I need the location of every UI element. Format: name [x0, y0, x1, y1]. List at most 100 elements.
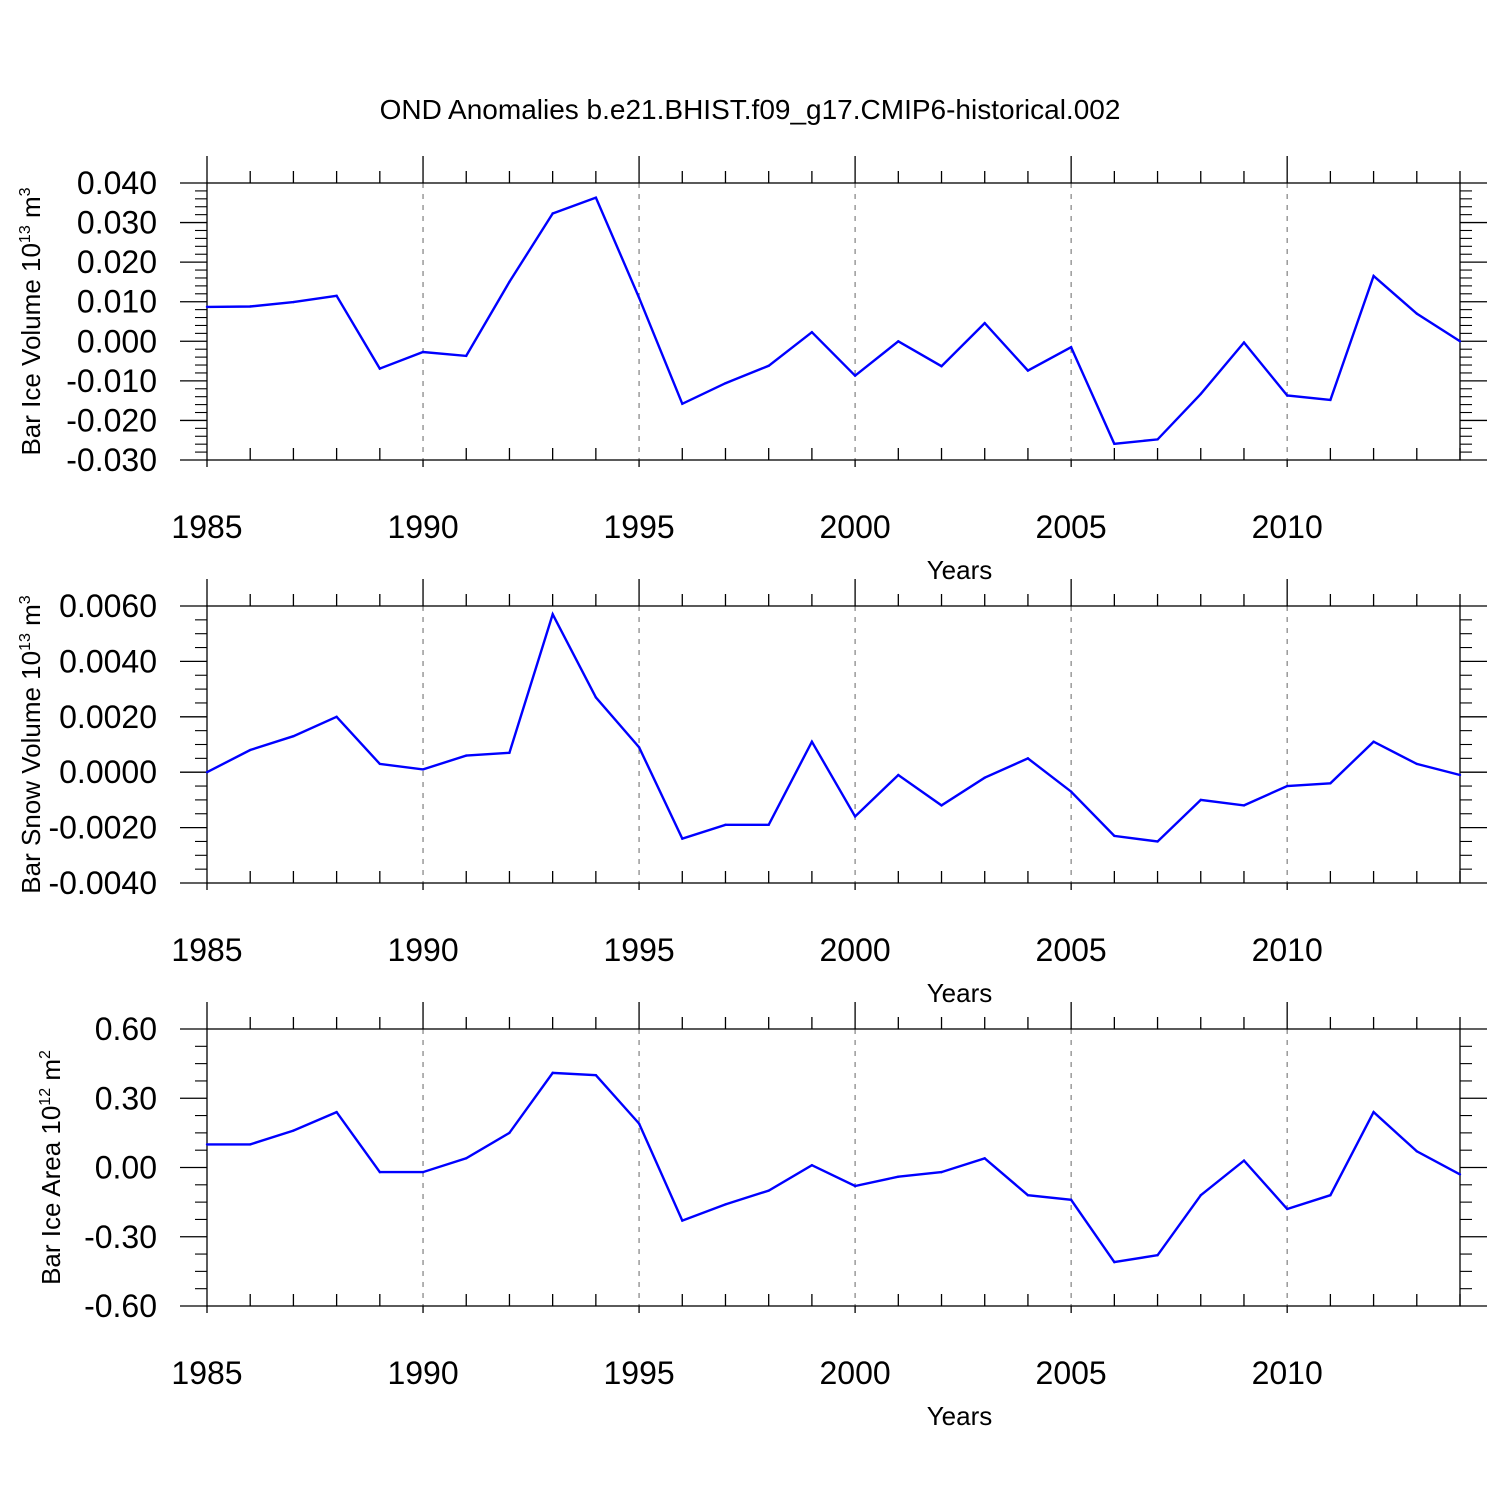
- data-point: [1372, 274, 1375, 278]
- data-point: [724, 823, 727, 827]
- data-point: [1113, 834, 1116, 838]
- data-point: [1113, 442, 1116, 445]
- y-axis-label-superscript: 3: [17, 595, 34, 604]
- data-point: [810, 740, 814, 743]
- data-point: [1242, 341, 1246, 344]
- data-point: [637, 746, 641, 749]
- y-tick-label: 0.30: [95, 1080, 157, 1116]
- data-point: [897, 340, 900, 343]
- x-axis-label: Years: [927, 1401, 993, 1431]
- data-point: [1069, 790, 1073, 793]
- data-point: [1458, 1173, 1462, 1176]
- data-point: [1415, 1150, 1418, 1153]
- y-tick-label: 0.0060: [59, 588, 157, 624]
- data-point: [767, 823, 770, 827]
- series-line: [206, 611, 1461, 843]
- x-tick-label: 1990: [387, 932, 458, 968]
- data-point: [637, 1122, 641, 1125]
- y-tick-label: 0.040: [77, 165, 157, 201]
- data-point: [1156, 1254, 1159, 1257]
- x-tick-label: 2000: [820, 932, 891, 968]
- y-tick-label: 0.030: [77, 205, 157, 241]
- y-tick-label: -0.020: [66, 402, 157, 438]
- y-tick-label: -0.30: [84, 1219, 157, 1255]
- data-point: [1458, 773, 1462, 777]
- y-axis-label: Bar Ice Volume 1013 m3: [16, 187, 46, 455]
- data-point: [1329, 398, 1332, 402]
- x-tick-label: 1995: [603, 1355, 674, 1391]
- y-tick-label: 0.000: [77, 323, 157, 359]
- y-axis-label-text: Bar Snow Volume 10: [16, 651, 46, 894]
- data-point: [1285, 1207, 1289, 1211]
- data-point: [1285, 394, 1289, 397]
- data-point: [1372, 740, 1375, 743]
- data-point: [205, 305, 209, 309]
- data-point: [508, 751, 511, 755]
- data-point: [249, 1143, 252, 1146]
- data-point: [897, 773, 900, 777]
- data-point: [1329, 1194, 1332, 1197]
- data-point: [940, 1170, 943, 1174]
- data-point: [205, 1143, 209, 1146]
- x-tick-label: 1985: [171, 932, 242, 968]
- data-point: [292, 734, 295, 738]
- y-tick-label: 0.00: [95, 1150, 157, 1186]
- data-point: [637, 296, 641, 299]
- data-point: [681, 837, 684, 840]
- data-point: [421, 350, 425, 354]
- data-point: [983, 1157, 986, 1160]
- data-point: [810, 1163, 814, 1167]
- y-tick-label: 0.0000: [59, 754, 157, 790]
- y-axis-label-superscript: 3: [17, 187, 34, 196]
- data-point: [1113, 1260, 1116, 1264]
- data-point: [1415, 312, 1418, 315]
- y-axis-label-superscript: 13: [17, 225, 34, 243]
- plot-frame: [206, 182, 1461, 461]
- figure-title: OND Anomalies b.e21.BHIST.f09_g17.CMIP6-…: [380, 94, 1121, 125]
- data-point: [551, 212, 554, 215]
- y-axis-label-text: Bar Ice Volume 10: [16, 243, 46, 455]
- y-axis-label-text: Bar Ice Area 10: [36, 1106, 66, 1285]
- data-point: [1156, 438, 1159, 441]
- x-tick-label: 2005: [1036, 932, 1107, 968]
- data-point: [335, 715, 338, 718]
- data-point: [292, 1129, 295, 1132]
- data-point: [983, 321, 986, 325]
- data-point: [1329, 782, 1332, 785]
- data-point: [1026, 757, 1030, 760]
- x-tick-label: 1990: [387, 509, 458, 545]
- x-tick-label: 2010: [1252, 1355, 1323, 1391]
- y-tick-label: 0.0020: [59, 699, 157, 735]
- data-point: [724, 382, 727, 385]
- series-line: [207, 1071, 1461, 1264]
- data-point: [378, 367, 382, 370]
- data-point: [1156, 840, 1159, 843]
- data-point: [1199, 798, 1202, 802]
- y-tick-label: 0.60: [95, 1011, 157, 1047]
- x-tick-label: 2000: [820, 509, 891, 545]
- x-axis-label: Years: [927, 978, 993, 1008]
- data-point: [724, 1203, 727, 1206]
- chart-panel-2: 1985 1990 1995 2000 2005 2010 0.0060 0.0040 0.00…: [16, 579, 1487, 1008]
- data-point: [465, 1157, 468, 1160]
- x-tick-label: 2000: [820, 1355, 891, 1391]
- data-point: [681, 1219, 684, 1222]
- x-tick-label: 2005: [1036, 509, 1107, 545]
- data-point: [1372, 1110, 1375, 1114]
- data-point: [1069, 1198, 1073, 1202]
- y-tick-label: -0.010: [66, 363, 157, 399]
- data-point: [897, 1175, 900, 1178]
- data-point: [681, 402, 684, 406]
- x-tick-label: 2010: [1252, 509, 1323, 545]
- data-point: [508, 280, 511, 284]
- y-axis-label-superscript: 2: [37, 1050, 54, 1059]
- data-point: [1285, 784, 1289, 788]
- x-tick-label: 2005: [1036, 1355, 1107, 1391]
- data-point: [335, 294, 338, 297]
- data-point: [983, 776, 986, 779]
- series-line: [206, 196, 1461, 446]
- data-point: [767, 1189, 770, 1192]
- y-tick-label: -0.0020: [48, 810, 157, 846]
- data-point: [1458, 340, 1462, 343]
